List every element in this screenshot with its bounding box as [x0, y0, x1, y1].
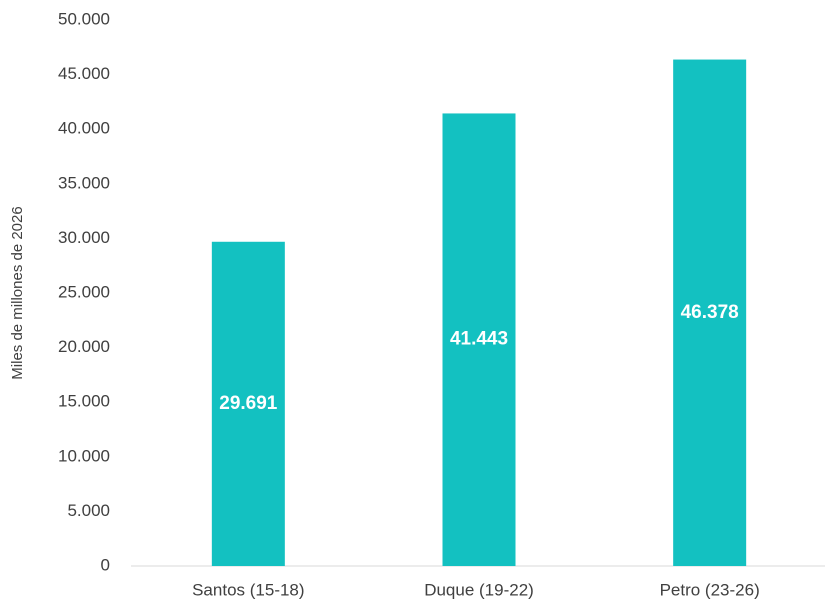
y-tick-label: 15.000 [58, 392, 110, 411]
bar [442, 113, 516, 566]
y-tick-label: 30.000 [58, 228, 110, 247]
x-tick-label: Duque (19-22) [424, 580, 534, 599]
y-axis-label: Miles de millones de 2026 [9, 206, 26, 379]
y-tick-label: 20.000 [58, 337, 110, 356]
y-tick-label: 45.000 [58, 64, 110, 83]
bar [211, 241, 285, 566]
y-tick-label: 0 [101, 555, 110, 574]
bar [673, 59, 747, 566]
x-tick-label: Santos (15-18) [192, 580, 304, 599]
y-tick-label: 10.000 [58, 446, 110, 465]
y-tick-label: 5.000 [67, 501, 110, 520]
y-tick-label: 50.000 [58, 9, 110, 28]
y-tick-label: 25.000 [58, 282, 110, 301]
value-label: 41.443 [450, 329, 508, 350]
value-label: 46.378 [681, 302, 739, 323]
x-tick-label: Petro (23-26) [660, 580, 760, 599]
y-tick-label: 40.000 [58, 119, 110, 138]
value-label: 29.691 [219, 393, 278, 414]
y-tick-label: 35.000 [58, 173, 110, 192]
